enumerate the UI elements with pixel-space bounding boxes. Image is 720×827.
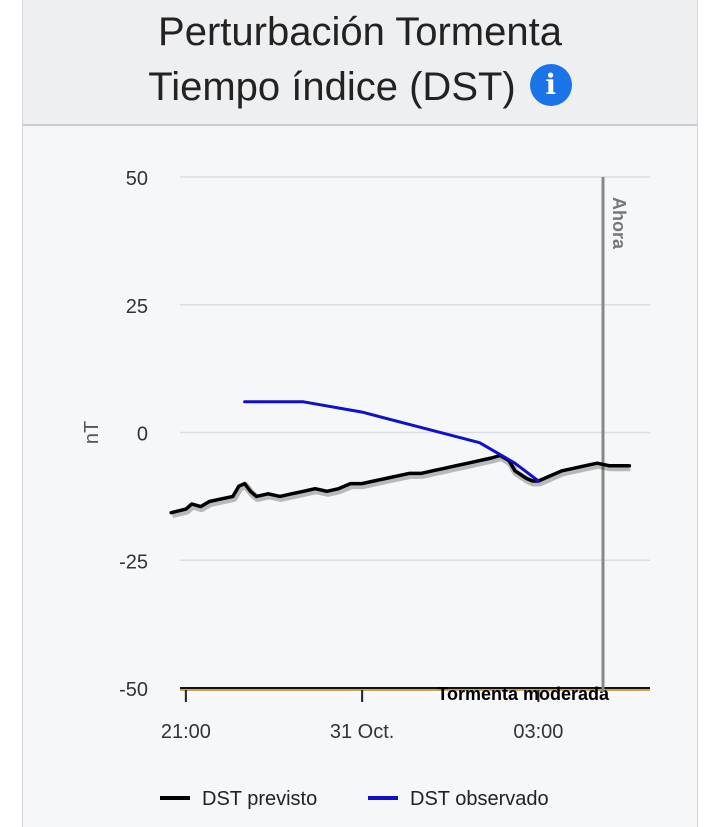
x-tick-label: 03:00 <box>513 721 563 743</box>
chart-title-line2-row: Tiempo índice (DST) i <box>23 61 697 111</box>
chart-header: Perturbación Tormenta Tiempo índice (DST… <box>23 0 697 126</box>
chart-title-line2: Tiempo índice (DST) <box>148 65 516 110</box>
legend-swatch-forecast <box>160 796 190 801</box>
info-icon[interactable]: i <box>529 64 572 107</box>
x-tick-label: 21:00 <box>161 721 211 743</box>
y-tick-label: 25 <box>126 296 148 318</box>
threshold-label: Tormenta moderada <box>437 684 610 704</box>
y-tick-label: -25 <box>119 551 148 573</box>
legend-item-observed[interactable]: DST observado <box>368 784 549 814</box>
legend-label-forecast: DST previsto <box>202 788 318 810</box>
series-shadow-forecast <box>171 454 631 519</box>
y-tick-label: -50 <box>119 679 148 701</box>
x-tick-label: 31 Oct. <box>330 721 394 743</box>
y-axis-label: nT <box>81 421 103 444</box>
chart-legend: DST previsto DST observado <box>0 784 720 814</box>
legend-label-observed: DST observado <box>410 788 549 810</box>
series-line-forecast <box>169 453 632 515</box>
y-tick-label: 50 <box>126 168 148 190</box>
legend-item-forecast[interactable]: DST previsto <box>160 784 317 814</box>
legend-swatch-observed <box>368 796 398 801</box>
chart-title-line1: Perturbación Tormenta <box>158 10 562 54</box>
y-tick-label: 0 <box>137 424 148 446</box>
now-label: Ahora <box>609 197 629 250</box>
series-line-observed <box>243 400 540 483</box>
dst-chart-panel: Perturbación Tormenta Tiempo índice (DST… <box>22 0 698 827</box>
